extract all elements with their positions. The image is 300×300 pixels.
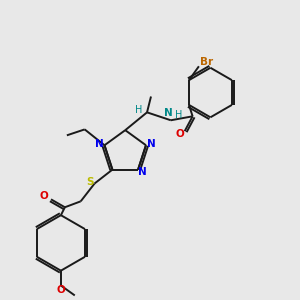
Text: O: O (175, 129, 184, 139)
Text: H: H (135, 105, 143, 116)
Text: S: S (86, 178, 93, 188)
Text: N: N (95, 139, 104, 149)
Text: H: H (175, 110, 182, 120)
Text: Br: Br (200, 57, 213, 67)
Text: N: N (146, 139, 155, 149)
Text: O: O (40, 191, 48, 201)
Text: O: O (56, 286, 65, 296)
Text: N: N (138, 167, 146, 177)
Text: N: N (164, 108, 173, 118)
